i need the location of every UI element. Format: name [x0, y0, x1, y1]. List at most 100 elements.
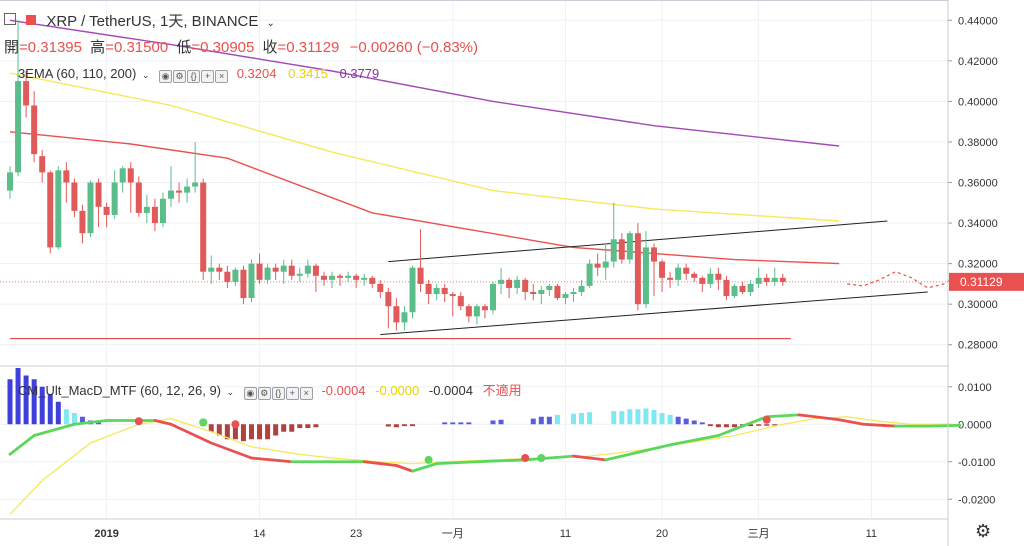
macd-hist-bar	[31, 379, 37, 425]
settings-gear-icon[interactable]: ⚙	[975, 521, 992, 541]
macd-hist-bar	[675, 416, 681, 425]
macd-hist-bar	[619, 411, 625, 425]
macd-value-3: -0.0004	[428, 383, 473, 398]
macd-hist-bar	[764, 424, 770, 426]
cross-marker	[424, 455, 433, 464]
macd-line-segment	[435, 460, 479, 466]
candle-body	[264, 267, 271, 280]
chevron-down-icon[interactable]: ⌄	[226, 387, 235, 397]
candle-body	[31, 105, 38, 155]
candle-body	[554, 285, 561, 299]
macd-legend-name[interactable]: CM_Ult_MacD_MTF (60, 12, 26, 9)	[18, 383, 222, 398]
high-label: 高	[90, 39, 106, 56]
candle-body	[103, 206, 110, 215]
macd-hist-bar	[297, 424, 303, 428]
macd-hist-bar	[385, 424, 391, 427]
macd-hist-bar	[715, 424, 721, 428]
eye-icon[interactable]: ◉	[159, 70, 173, 83]
candle-body	[425, 283, 432, 295]
macd-tick-label: 0.0100	[958, 382, 992, 394]
macd-line-segment	[8, 434, 36, 456]
close-icon[interactable]: ×	[215, 70, 229, 83]
candle-body	[159, 198, 166, 224]
cross-marker	[537, 454, 546, 462]
close-label: 收	[262, 39, 278, 56]
chevron-down-icon[interactable]: ⌄	[266, 18, 275, 29]
close-icon[interactable]: ×	[299, 387, 313, 400]
macd-line-segment	[209, 441, 253, 460]
plus-icon[interactable]: +	[201, 70, 215, 83]
candle-body	[87, 182, 94, 234]
macd-hist-bar	[723, 424, 729, 428]
ema-line	[9, 19, 840, 147]
candle-body	[691, 273, 698, 278]
macd-line-segment	[572, 454, 591, 460]
macd-legend: CM_Ult_MacD_MTF (60, 12, 26, 9) ⌄ ◉ ⚙{} + ×…	[18, 380, 522, 400]
ema-legend-name[interactable]: 3EMA (60, 110, 200)	[18, 66, 137, 81]
ema-value-110: 0.3415	[288, 66, 328, 81]
candle-body	[216, 267, 223, 272]
macd-hist-bar	[442, 422, 448, 425]
time-tick-label: 11	[866, 528, 877, 540]
macd-hist-bar	[232, 424, 238, 440]
macd-lines	[8, 413, 962, 515]
candle-body	[256, 263, 263, 280]
macd-hist-bar	[240, 424, 246, 442]
macd-hist-bar	[273, 424, 279, 436]
time-tick-label: 11	[560, 528, 571, 540]
macd-tick-label: 0.0000	[958, 419, 992, 431]
collapse-icon[interactable]	[4, 13, 16, 25]
source-code-icon[interactable]: {}	[187, 70, 201, 83]
macd-hist-bar	[643, 408, 649, 425]
time-tick-label: 14	[253, 528, 265, 540]
candle-body	[675, 267, 682, 280]
candle-body	[184, 186, 191, 193]
macd-line-segment	[717, 415, 769, 437]
channel-lower-line	[380, 291, 928, 336]
macd-line-segment	[394, 464, 414, 473]
symbol-title[interactable]: XRP / TetherUS, 1天, BINANCE	[46, 13, 259, 30]
time-tick-label: 三月	[748, 528, 770, 540]
candle-body	[626, 233, 633, 260]
candle-body	[707, 273, 714, 284]
macd-hist-bar	[401, 424, 407, 427]
source-code-icon[interactable]: {}	[271, 387, 285, 400]
candle-body	[610, 239, 617, 262]
macd-hist-bar	[538, 416, 544, 425]
macd-line-segment	[475, 458, 527, 464]
plus-icon[interactable]: +	[285, 387, 299, 400]
macd-hist-bar	[611, 411, 617, 425]
gear-icon[interactable]: ⚙	[257, 387, 271, 400]
macd-hist-bar	[627, 409, 633, 425]
candle-body	[111, 182, 118, 215]
candle-body	[779, 277, 786, 282]
macd-hist-bar	[756, 424, 762, 426]
macd-hist-bar	[498, 419, 504, 425]
eye-icon[interactable]: ◉	[243, 387, 257, 400]
macd-line-segment	[604, 450, 640, 462]
macd-hist-bar	[55, 401, 61, 425]
macd-hist-bar	[224, 424, 230, 440]
candle-body	[723, 279, 730, 297]
candle-body	[192, 182, 199, 187]
gear-icon[interactable]: ⚙	[173, 70, 187, 83]
candle-body	[377, 283, 384, 292]
candle-body	[457, 296, 464, 307]
candle-body	[755, 277, 762, 284]
macd-hist-bar	[466, 422, 472, 425]
macd-hist-bar	[265, 424, 271, 440]
price-tick-label: 0.32000	[958, 259, 998, 271]
candle-body	[329, 275, 335, 280]
macd-hist-bar	[15, 368, 21, 425]
candle-body	[71, 182, 78, 211]
macd-line-segment	[153, 419, 173, 426]
chevron-down-icon[interactable]: ⌄	[141, 70, 150, 80]
candle-body	[55, 170, 62, 248]
candle-body	[667, 277, 674, 280]
macd-line-segment	[32, 422, 76, 437]
price-tick-label: 0.42000	[958, 56, 998, 68]
candle-body	[731, 285, 738, 297]
macd-hist-bar	[450, 422, 456, 425]
macd-line-segment	[523, 454, 575, 462]
candle-body	[538, 289, 545, 295]
